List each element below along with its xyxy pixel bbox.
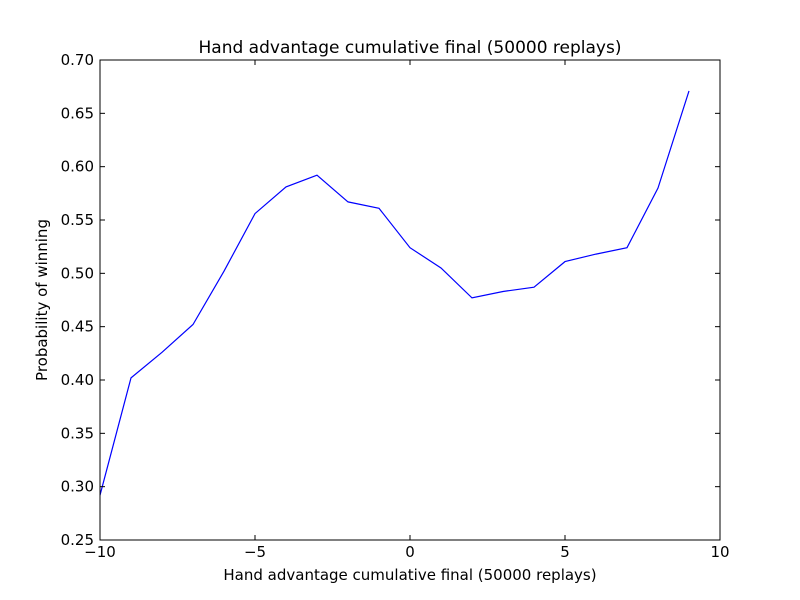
x-tick-label: 0 bbox=[405, 543, 415, 561]
y-tick-label: 0.35 bbox=[61, 424, 94, 442]
series-layer bbox=[99, 90, 690, 496]
y-tick-label: 0.50 bbox=[61, 264, 94, 282]
y-tick-label: 0.25 bbox=[61, 531, 94, 549]
series-line bbox=[99, 90, 690, 496]
x-tick-label: 10 bbox=[710, 543, 729, 561]
y-axis-label: Probability of winning bbox=[33, 219, 51, 381]
y-tick-label: 0.65 bbox=[61, 104, 94, 122]
chart-title: Hand advantage cumulative final (50000 r… bbox=[199, 38, 622, 58]
y-tick-label: 0.70 bbox=[61, 51, 94, 69]
plot-area: −10 −5 0 5 10 0.25 0.30 0.35 0.40 0.45 0.50 0.55 0.6… bbox=[61, 51, 730, 561]
x-tick-label: −10 bbox=[84, 543, 116, 561]
y-tick-label: 0.40 bbox=[61, 371, 94, 389]
y-tick-label: 0.55 bbox=[61, 211, 94, 229]
y-tick-label: 0.60 bbox=[61, 158, 94, 176]
x-tick-label: −5 bbox=[244, 543, 266, 561]
x-tick-label: 5 bbox=[560, 543, 570, 561]
y-tick-label: 0.30 bbox=[61, 478, 94, 496]
plot-frame bbox=[99, 59, 721, 541]
y-tick-label: 0.45 bbox=[61, 318, 94, 336]
ticks-layer: −10 −5 0 5 10 0.25 0.30 0.35 0.40 0.45 0.50 0.55 0.6… bbox=[61, 51, 730, 561]
x-axis-label: Hand advantage cumulative final (50000 r… bbox=[223, 566, 596, 584]
